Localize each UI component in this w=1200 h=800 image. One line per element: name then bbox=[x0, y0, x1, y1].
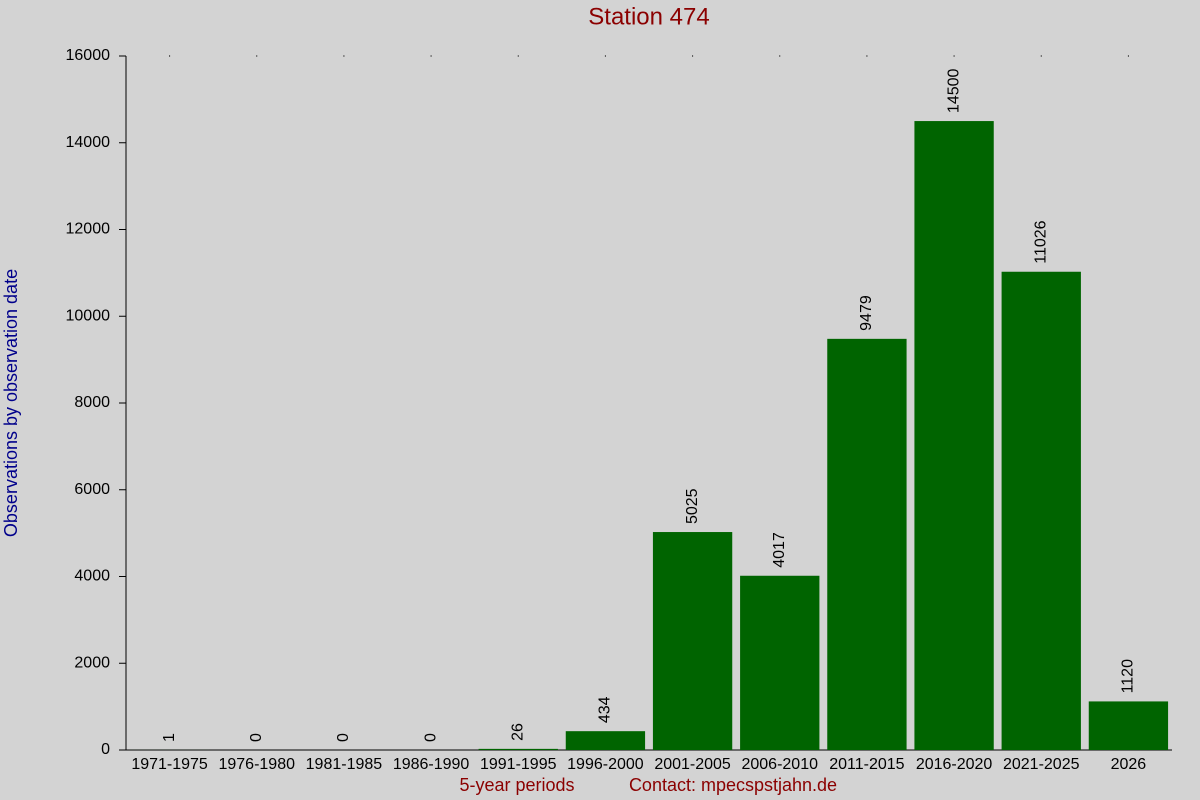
value-label: 1120 bbox=[1120, 659, 1137, 694]
x-tick-label: 1971-1975 bbox=[131, 756, 208, 773]
bar bbox=[1001, 271, 1081, 750]
value-label: 9479 bbox=[858, 295, 875, 331]
x-tick-dot bbox=[691, 55, 694, 57]
bar bbox=[478, 748, 558, 750]
y-tick-label: 10000 bbox=[66, 307, 111, 324]
y-tick-label: 16000 bbox=[66, 47, 111, 64]
x-tick-dot bbox=[1127, 55, 1130, 57]
bar bbox=[1088, 701, 1169, 750]
x-tick-dot bbox=[1040, 55, 1042, 57]
value-label: 1 bbox=[161, 733, 178, 742]
y-tick-label: 4000 bbox=[74, 568, 110, 585]
value-label: 0 bbox=[248, 733, 265, 742]
x-tick-label: 2006-2010 bbox=[741, 756, 818, 773]
chart-title: Station 474 bbox=[588, 3, 709, 30]
y-tick-label: 2000 bbox=[74, 654, 110, 671]
bar bbox=[740, 575, 820, 750]
x-tick-dot bbox=[953, 55, 955, 57]
value-label: 0 bbox=[335, 733, 352, 742]
y-tick-label: 0 bbox=[101, 741, 110, 758]
x-tick-dot bbox=[866, 55, 868, 57]
x-tick-label: 2021-2025 bbox=[1003, 756, 1080, 773]
x-tick-label: 1976-1980 bbox=[218, 756, 295, 773]
x-tick-label: 2001-2005 bbox=[654, 756, 731, 773]
value-label: 11026 bbox=[1032, 220, 1049, 263]
x-tick-label: 1991-1995 bbox=[480, 756, 557, 773]
value-label: 26 bbox=[509, 723, 526, 741]
x-tick-label: 1996-2000 bbox=[567, 756, 644, 773]
x-tick-dot bbox=[604, 55, 607, 57]
bar bbox=[652, 532, 733, 750]
x-tick-dot bbox=[343, 55, 345, 57]
value-label: 14500 bbox=[945, 68, 962, 113]
value-label: 434 bbox=[597, 696, 614, 723]
y-axis-label: Observations by observation date bbox=[1, 269, 21, 537]
bar bbox=[914, 121, 994, 750]
y-tick-label: 14000 bbox=[66, 134, 111, 151]
x-tick-label: 1981-1985 bbox=[306, 756, 383, 773]
x-tick-dot bbox=[168, 55, 171, 57]
x-tick-label: 2026 bbox=[1111, 756, 1147, 773]
y-tick-label: 8000 bbox=[74, 394, 110, 411]
x-axis-label: 5-year periods bbox=[459, 775, 574, 795]
value-label: 4017 bbox=[771, 532, 788, 568]
contact: Contact: mpecspstjahn.de bbox=[629, 775, 837, 795]
x-tick-dot bbox=[256, 55, 258, 57]
bar bbox=[565, 731, 646, 750]
x-tick-dot bbox=[779, 55, 781, 57]
x-tick-label: 2016-2020 bbox=[916, 756, 993, 773]
y-tick-label: 6000 bbox=[74, 481, 110, 498]
x-tick-dot bbox=[517, 55, 519, 57]
value-label: 0 bbox=[422, 733, 439, 742]
x-tick-label: 2011-2015 bbox=[829, 756, 904, 773]
x-tick-label: 1986-1990 bbox=[393, 756, 470, 773]
y-tick-label: 12000 bbox=[66, 221, 111, 238]
value-label: 5025 bbox=[684, 488, 701, 524]
x-tick-dot bbox=[430, 55, 432, 57]
bar bbox=[827, 338, 907, 750]
